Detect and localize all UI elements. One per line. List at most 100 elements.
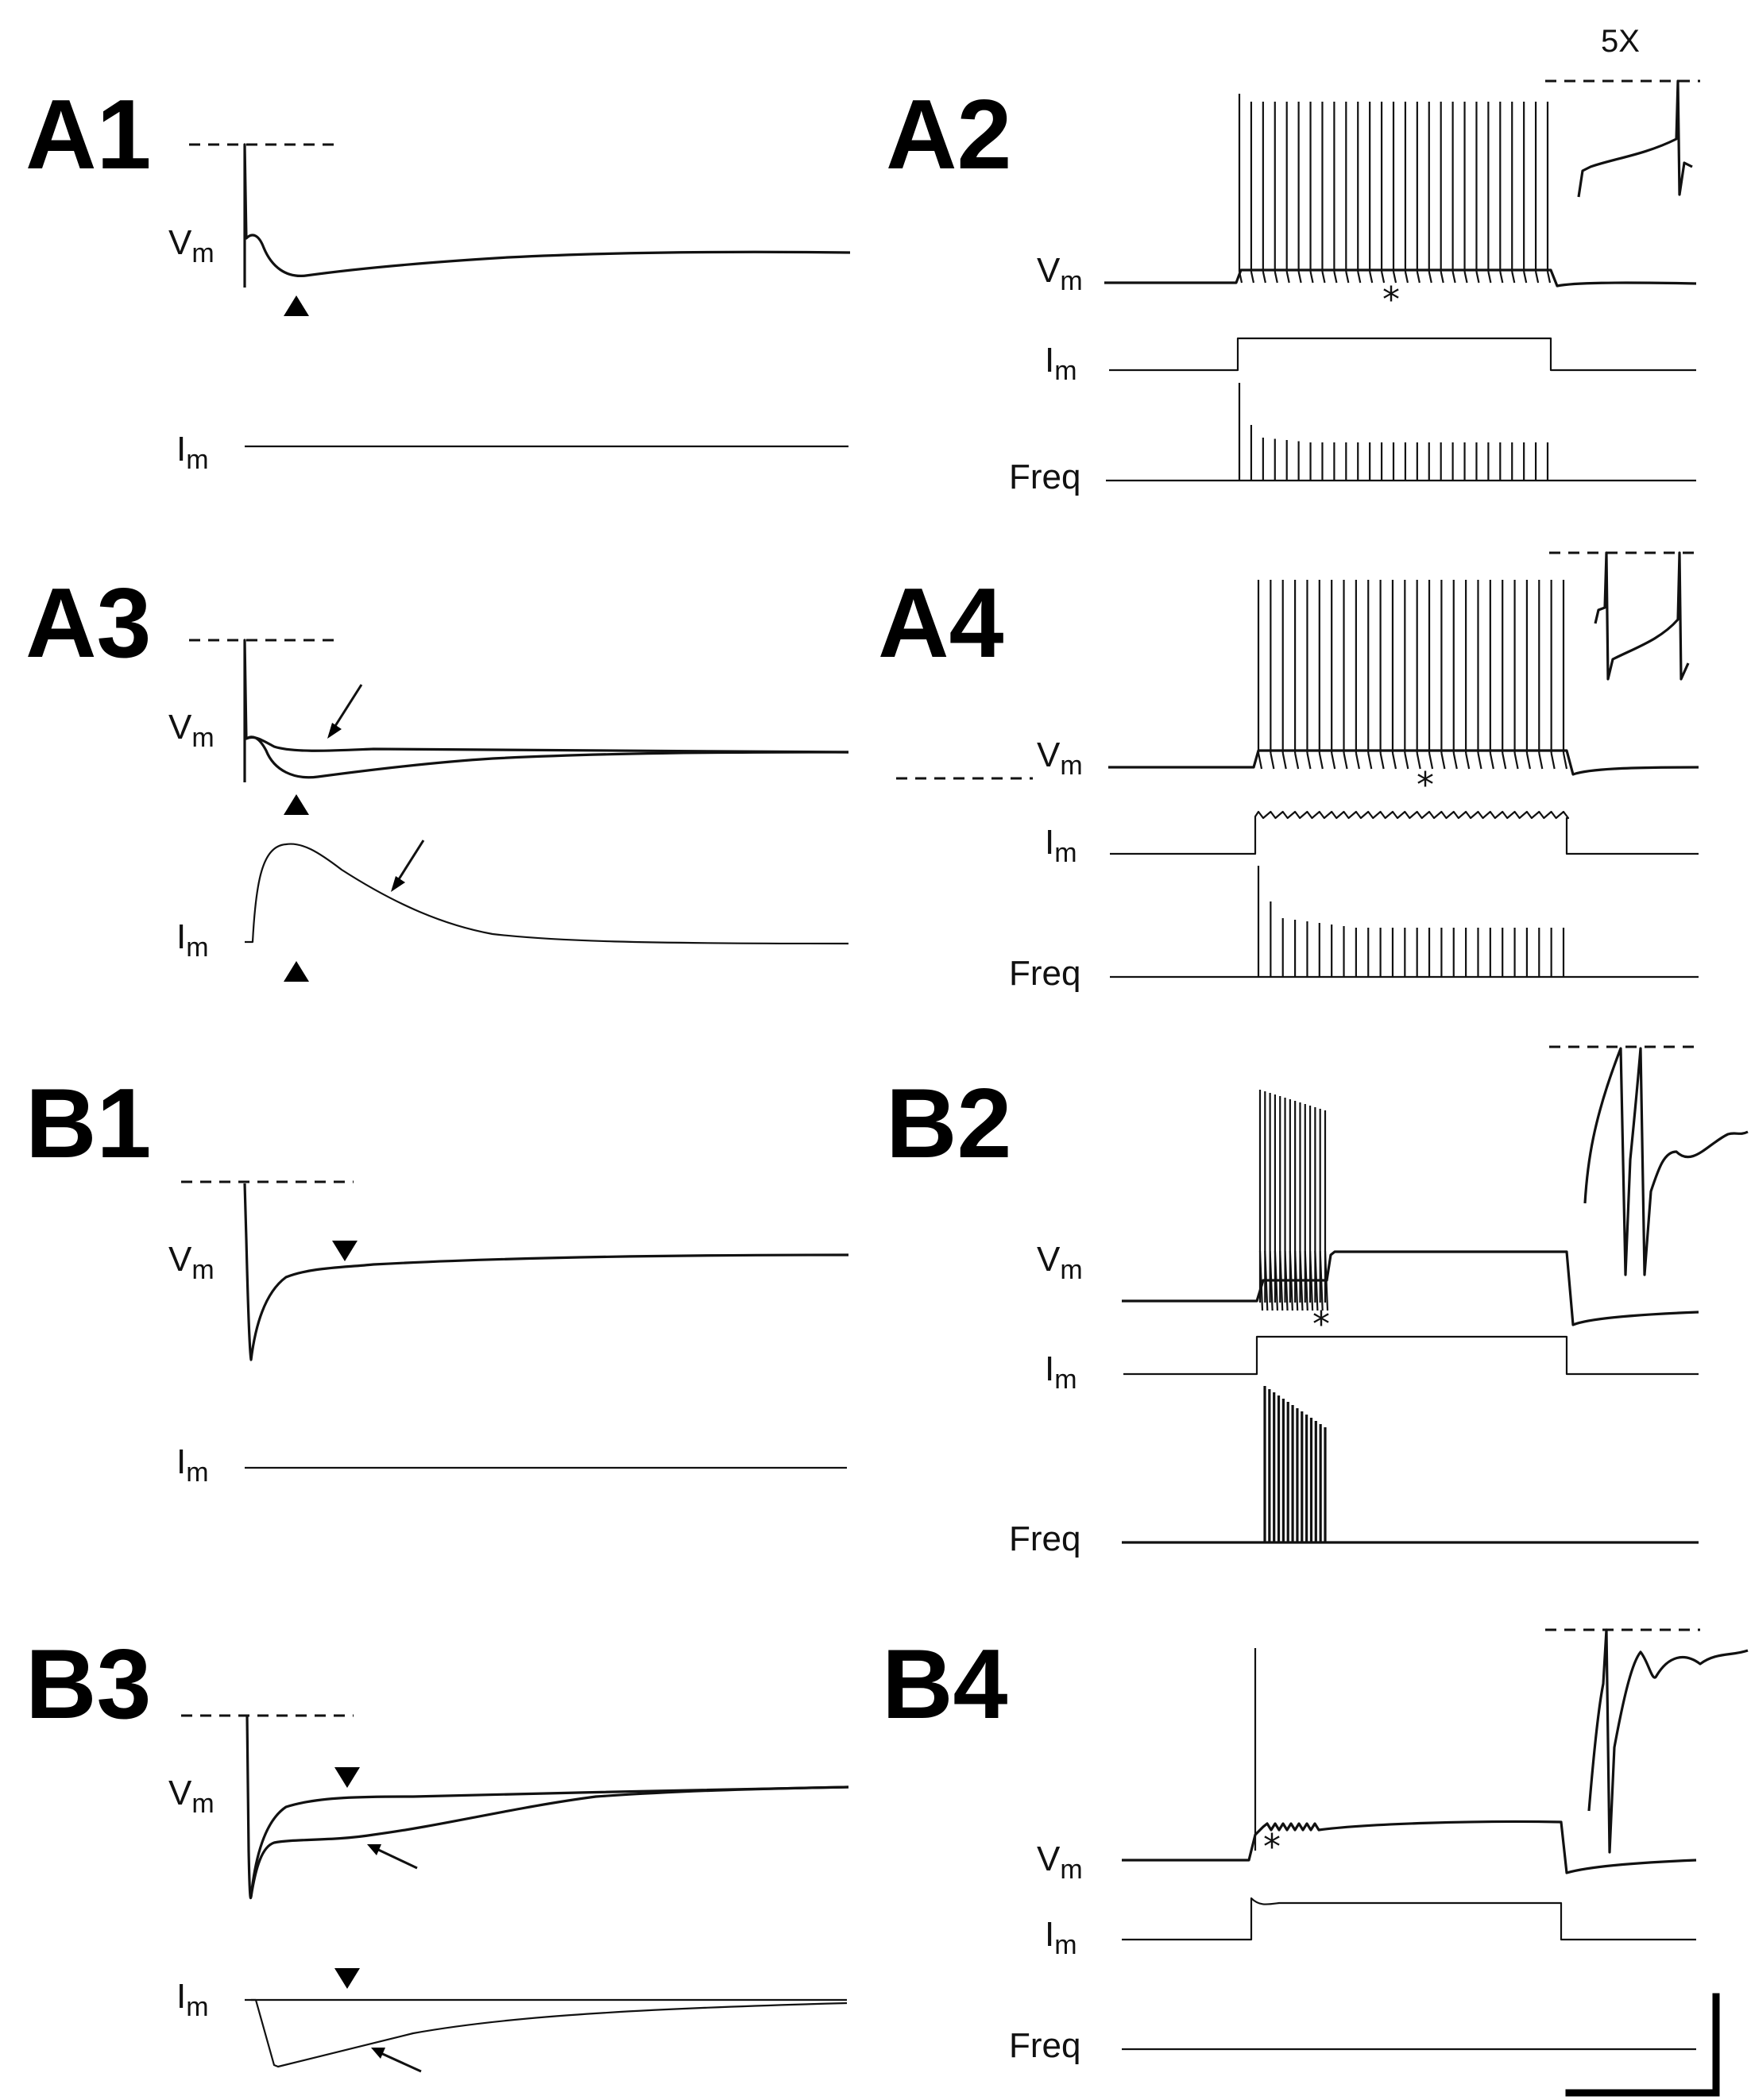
im-label: Im	[1045, 823, 1077, 868]
spike-ahp	[1511, 271, 1516, 284]
panel-a4: Vm * Im Freq	[896, 551, 1700, 993]
spike-ahp	[1391, 752, 1397, 770]
vm-trace-with-current	[245, 735, 849, 754]
im-trace-inward	[251, 1998, 848, 2068]
spike-ahp	[1538, 752, 1544, 770]
im-trace	[1123, 1335, 1699, 1376]
freq-label: Freq	[1009, 457, 1080, 496]
spike-ahp	[1404, 271, 1409, 284]
panel-label-b2: B2	[886, 1069, 1012, 1179]
freq-bars	[1238, 383, 1549, 481]
panel-b4: Vm * Im Freq	[1009, 1628, 1749, 2065]
spike-ahp	[1331, 752, 1336, 770]
spike-ahp	[1546, 271, 1552, 284]
spike-train	[1257, 580, 1568, 770]
im-trace	[1110, 810, 1699, 855]
spike-ahp	[1284, 1250, 1289, 1311]
spike-ahp	[1279, 1250, 1284, 1311]
spike-ahp	[1309, 271, 1314, 284]
spike-ahp	[1513, 752, 1519, 770]
spike-ahp	[1297, 271, 1302, 284]
spike-ahp	[1367, 752, 1373, 770]
vm-label: Vm	[1037, 1240, 1083, 1285]
panel-label-a4: A4	[878, 569, 1004, 678]
spike-ahp	[1465, 752, 1471, 770]
spike-ahp	[1319, 1250, 1324, 1311]
vm-trace	[243, 1183, 849, 1361]
panel-a2: Vm * Im Freq	[1009, 79, 1700, 496]
im-label: Im	[176, 1442, 209, 1488]
spike-ahp	[1264, 1250, 1269, 1311]
spike-ahp	[1257, 752, 1263, 770]
spike-ahp	[1294, 752, 1300, 770]
vm-trace	[1104, 268, 1697, 288]
vm-label: Vm	[168, 223, 215, 268]
panel-label-b4: B4	[882, 1630, 1008, 1739]
annotation-arrow	[373, 1846, 418, 1870]
arrowhead	[371, 2048, 385, 2059]
spike-train	[1258, 1090, 1329, 1311]
vm-label: Vm	[168, 708, 215, 753]
vm-label: Vm	[168, 1774, 215, 1819]
spike-ahp	[1274, 271, 1278, 284]
peak-marker-triangle	[284, 961, 309, 982]
spike-ahp	[1314, 1250, 1319, 1311]
spike-ahp	[1502, 752, 1507, 770]
spike-asterisk: *	[1382, 280, 1400, 320]
spike-ahp	[1428, 271, 1432, 284]
freq-label: Freq	[1009, 2026, 1080, 2065]
spike-ahp	[1535, 271, 1540, 284]
vm-trace	[243, 143, 851, 288]
im-label: Im	[176, 1977, 209, 2022]
panel-b1: Vm Im	[168, 1180, 849, 1488]
spike-ahp	[1281, 752, 1287, 770]
spike-ahp	[1477, 752, 1482, 770]
spike-ahp	[1289, 1250, 1293, 1311]
spike-ahp	[1369, 271, 1374, 284]
im-label: Im	[176, 917, 209, 963]
panel-a3: Vm Im	[168, 639, 849, 982]
spike-ahp	[1475, 271, 1480, 284]
vm-label: Vm	[1037, 251, 1083, 296]
spike-ahp	[1343, 752, 1348, 770]
spike-ahp	[1440, 752, 1446, 770]
spike-ahp	[1428, 752, 1434, 770]
annotation-arrow	[377, 2050, 422, 2073]
spike-ahp	[1416, 271, 1421, 284]
im-label: Im	[1045, 1915, 1077, 1960]
spike-ahp	[1562, 752, 1568, 770]
spike-ahp	[1274, 1250, 1279, 1311]
panel-label-b1: B1	[25, 1069, 152, 1179]
spike-ahp	[1304, 1250, 1308, 1311]
trough-marker-triangle	[284, 794, 309, 815]
im-label: Im	[176, 430, 209, 475]
spike-ahp	[1321, 271, 1326, 284]
im-label: Im	[1045, 341, 1077, 386]
arrowhead	[327, 723, 342, 739]
spike-ahp	[1550, 752, 1556, 770]
vm-label: Vm	[1037, 735, 1083, 781]
spike-ahp	[1299, 1250, 1304, 1311]
im-trace	[245, 843, 849, 945]
vm-trace	[1108, 749, 1699, 776]
spike-ahp	[1381, 271, 1386, 284]
spike-train	[1238, 94, 1552, 284]
im-trace	[1109, 337, 1696, 372]
inset-5x-trace	[1594, 551, 1690, 681]
spike-ahp	[1318, 752, 1324, 770]
spike-ahp	[1250, 271, 1254, 284]
marker-triangle-down	[332, 1241, 358, 1261]
vm-trace-control	[245, 1715, 849, 1900]
spike-ahp	[1416, 752, 1421, 770]
spike-ahp	[1452, 752, 1458, 770]
panel-label-b3: B3	[25, 1630, 152, 1739]
inset-5x-trace	[1577, 79, 1693, 198]
spike-ahp	[1333, 271, 1338, 284]
spike-ahp	[1294, 1250, 1299, 1311]
vm-label: Vm	[168, 1240, 215, 1285]
panel-b2: Vm * Im Freq	[1009, 1045, 1749, 1558]
vm-label: Vm	[1037, 1839, 1083, 1885]
spike-ahp	[1355, 752, 1360, 770]
spike-ahp	[1308, 1250, 1314, 1311]
spike-ahp	[1463, 271, 1468, 284]
